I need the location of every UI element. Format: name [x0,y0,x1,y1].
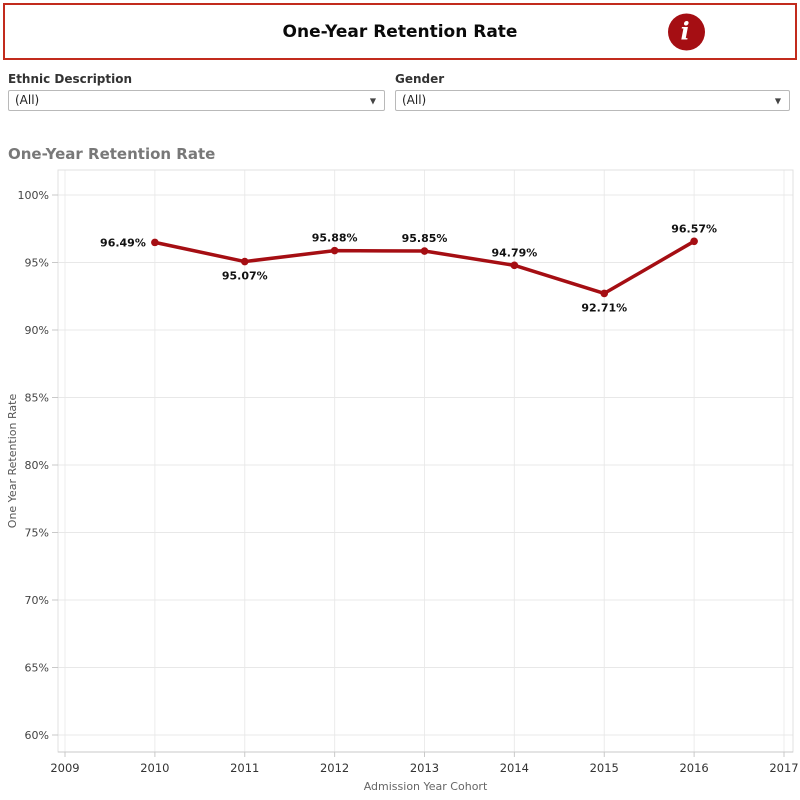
data-point-label: 94.79% [491,246,537,259]
x-tick-label: 2009 [50,761,79,775]
data-point[interactable] [420,247,429,255]
ethnic-description-value: (All) [15,93,40,107]
filter-ethnic-label: Ethnic Description [8,72,133,86]
data-point[interactable] [510,261,519,270]
filter-gender: Gender (All) ▼ [395,72,790,111]
ethnic-description-dropdown[interactable]: (All) ▼ [8,90,385,111]
dashboard-title: One-Year Retention Rate [282,21,518,42]
x-tick-label: 2011 [230,761,259,775]
data-point-label: 95.88% [312,232,358,245]
y-tick-label: 95% [25,257,49,270]
x-tick-label: 2012 [320,761,349,775]
data-point-label: 92.71% [581,301,627,314]
data-point-label: 95.85% [402,232,448,245]
data-point[interactable] [330,246,339,255]
filter-ethnic-description: Ethnic Description (All) ▼ [8,72,385,111]
data-point-label: 95.07% [222,270,268,283]
data-point-label: 96.49% [100,236,146,249]
plot-border [57,169,794,753]
retention-line-chart: 100% 95% 90% 85% 80% 75% 70% 65% 60% 2009 2010 2011… [6,169,799,793]
y-tick-label: 65% [25,662,49,675]
y-tick-label: 60% [25,729,49,742]
y-axis-title: One Year Retention Rate [6,394,19,529]
x-tick-label: 2010 [140,761,169,775]
data-point-label: 96.57% [671,222,717,235]
info-icon[interactable]: i [668,13,705,50]
data-point[interactable] [690,237,698,246]
y-tick-label: 100% [18,189,49,202]
data-point[interactable] [240,257,249,266]
y-tick-label: 80% [25,459,49,472]
y-tick-label: 90% [25,324,49,337]
filter-gender-label: Gender [395,72,445,86]
gender-value: (All) [402,93,427,107]
data-point[interactable] [151,238,159,247]
y-tick-label: 70% [25,594,49,607]
x-tick-label: 2016 [679,761,708,775]
x-tick-label: 2013 [410,761,439,775]
x-tick-label: 2015 [590,761,619,775]
y-tick-label: 75% [25,527,49,540]
chart-title: One-Year Retention Rate [8,145,216,163]
data-point[interactable] [600,289,609,298]
x-tick-label: 2017 [769,761,798,775]
x-axis-title: Admission Year Cohort [364,780,488,793]
gender-dropdown[interactable]: (All) ▼ [395,90,790,111]
chevron-down-icon: ▼ [369,96,376,105]
header-banner: One-Year Retention Rate i [3,3,797,60]
chevron-down-icon: ▼ [774,96,781,105]
y-tick-label: 85% [25,392,49,405]
x-tick-label: 2014 [500,761,529,775]
